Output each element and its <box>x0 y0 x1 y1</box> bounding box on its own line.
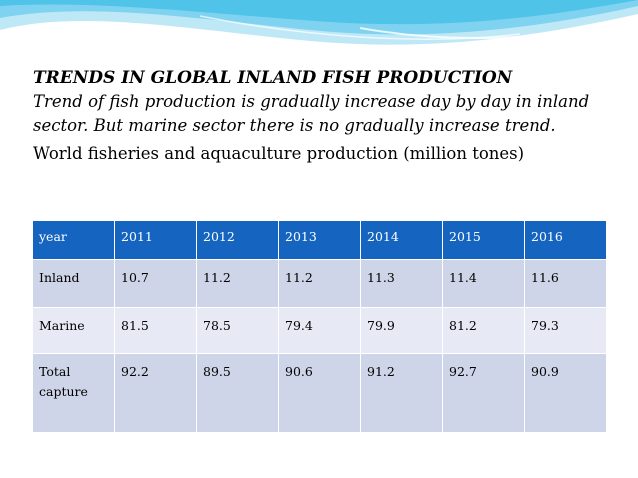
header-cell-2015: 2015 <box>442 220 525 260</box>
table-title: World fisheries and aquaculture producti… <box>33 144 525 163</box>
table-cell: 11.6 <box>524 259 607 308</box>
row-label: Total capture <box>32 353 115 433</box>
slide-heading: TRENDS IN GLOBAL INLAND FISH PRODUCTION <box>33 68 513 88</box>
slide-intro-paragraph: Trend of fish production is gradually in… <box>33 92 590 135</box>
header-cell-year: year <box>32 220 115 260</box>
header-cell-2016: 2016 <box>524 220 607 260</box>
header-cell-2014: 2014 <box>360 220 443 260</box>
table-cell: 79.9 <box>360 307 443 354</box>
table-cell: 10.7 <box>114 259 197 308</box>
table-cell: 11.2 <box>196 259 279 308</box>
table-cell: 91.2 <box>360 353 443 433</box>
table-row-marine: Marine 81.5 78.5 79.4 79.9 81.2 79.3 <box>32 307 607 354</box>
table-header-row: year 2011 2012 2013 2014 2015 2016 <box>32 220 607 260</box>
table-cell: 81.5 <box>114 307 197 354</box>
table-cell: 11.2 <box>278 259 361 308</box>
table-cell: 79.4 <box>278 307 361 354</box>
table-row-inland: Inland 10.7 11.2 11.2 11.3 11.4 11.6 <box>32 259 607 308</box>
header-cell-2011: 2011 <box>114 220 197 260</box>
production-table: year 2011 2012 2013 2014 2015 2016 Inlan… <box>32 220 607 433</box>
table-cell: 89.5 <box>196 353 279 433</box>
row-label: Inland <box>32 259 115 308</box>
table-cell: 78.5 <box>196 307 279 354</box>
header-cell-2013: 2013 <box>278 220 361 260</box>
table-cell: 79.3 <box>524 307 607 354</box>
table-row-total-capture: Total capture 92.2 89.5 90.6 91.2 92.7 9… <box>32 353 607 433</box>
table-cell: 90.6 <box>278 353 361 433</box>
table-cell: 11.3 <box>360 259 443 308</box>
header-cell-2012: 2012 <box>196 220 279 260</box>
table-cell: 92.2 <box>114 353 197 433</box>
table-cell: 11.4 <box>442 259 525 308</box>
header-wave-decoration <box>0 0 638 45</box>
table-cell: 92.7 <box>442 353 525 433</box>
table-cell: 81.2 <box>442 307 525 354</box>
table-cell: 90.9 <box>524 353 607 433</box>
row-label: Marine <box>32 307 115 354</box>
slide-text: TRENDS IN GLOBAL INLAND FISH PRODUCTION … <box>33 66 613 167</box>
